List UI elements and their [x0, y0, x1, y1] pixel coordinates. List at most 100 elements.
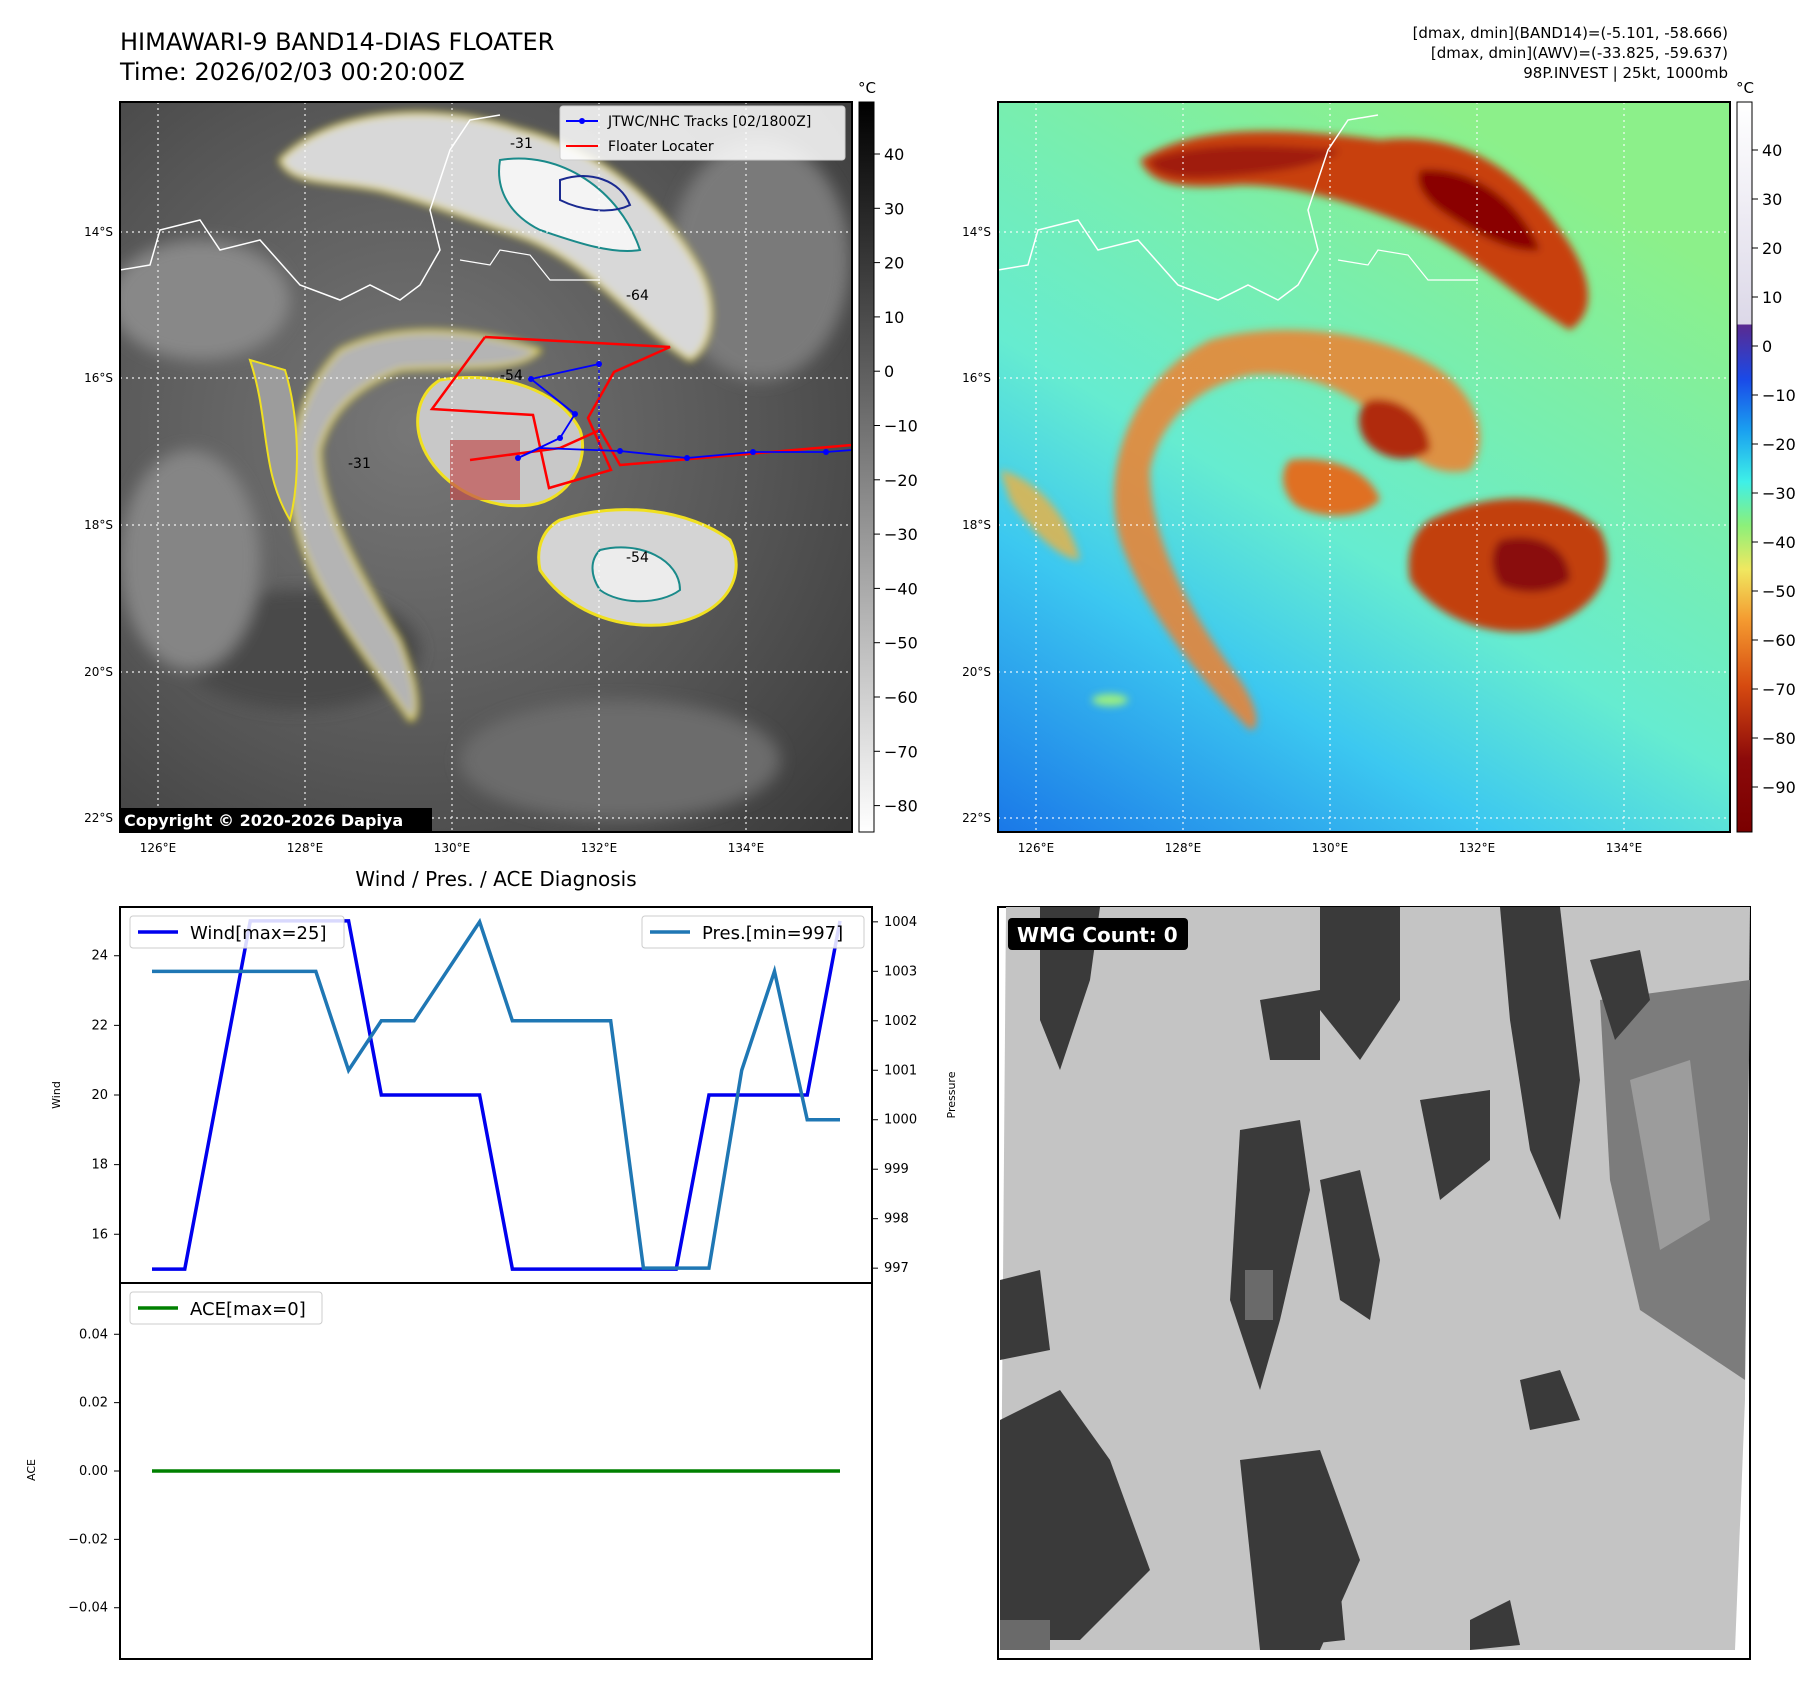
lat-label: 22°S [84, 811, 113, 825]
pressure-tick-label: 1003 [884, 964, 917, 979]
ir-colorbar-tick-label: −70 [884, 742, 918, 761]
legend-floater-label: Floater Locater [608, 139, 714, 155]
lat-label: 20°S [84, 665, 113, 679]
figure-time: Time: 2026/02/03 00:20:00Z [119, 58, 465, 86]
pressure-tick-label: 997 [884, 1261, 909, 1276]
pressure-legend: Pres.[min=997] [641, 915, 865, 949]
pressure-series-line [152, 917, 840, 1270]
awv-colorbar-tick-label: 40 [1762, 141, 1782, 160]
ir-map-frame [119, 101, 853, 833]
awv-map: 126°E 128°E 130°E 132°E 134°E 14°S 16°S … [962, 79, 1796, 855]
wind-legend-label: Wind[max=25] [190, 923, 327, 944]
copyright-box [120, 808, 432, 832]
ir-colorbar-tick-label: −80 [884, 797, 918, 816]
awv-colorbar-tick-label: 10 [1762, 288, 1782, 307]
ir-colorbar-tick-label: −40 [884, 579, 918, 598]
pressure-tick-label: 1004 [884, 915, 917, 930]
awv-stats: [dmax, dmin](AWV)=(-33.825, -59.637) [1431, 44, 1728, 62]
ace-tick-label: −0.04 [68, 1601, 108, 1616]
wmg-count-label: WMG Count: 0 [1017, 923, 1178, 947]
awv-colorbar-tick-label: −80 [1762, 729, 1796, 748]
contour-label: -31 [348, 456, 371, 472]
awv-colorbar-tick-label: −30 [1762, 484, 1796, 503]
ir-colorbar [858, 101, 875, 833]
wmg-image [1000, 907, 1750, 1650]
contour-label: -54 [626, 550, 649, 566]
ir-lat-labels: 14°S 16°S 18°S 20°S 22°S [84, 225, 113, 825]
ir-lon-labels: 126°E 128°E 130°E 132°E 134°E [140, 841, 765, 855]
pressure-tick-label: 1000 [884, 1113, 917, 1128]
contour-label: -54 [500, 368, 523, 384]
ace-tick-label: 0.04 [79, 1327, 108, 1342]
ir-cloud-texture [120, 140, 850, 820]
diagnosis-title: Wind / Pres. / ACE Diagnosis [355, 867, 636, 891]
wind-pressure-chart: Wind Pressure 16 18 20 22 24 997 998 999 1000 10… [50, 906, 958, 1284]
ir-colorbar-tick-label: 20 [884, 254, 904, 273]
contour-label: -64 [626, 288, 649, 304]
lat-label: 14°S [962, 225, 991, 239]
ace-legend: ACE[max=0] [129, 1291, 323, 1325]
ir-cloud-bands [248, 111, 738, 722]
awv-colorbar-tick-label: −50 [1762, 582, 1796, 601]
ace-legend-label: ACE[max=0] [190, 1299, 306, 1320]
ace-tick-label: 0.02 [79, 1396, 108, 1411]
awv-lon-labels: 126°E 128°E 130°E 132°E 134°E [1018, 841, 1643, 855]
lat-label: 16°S [84, 371, 113, 385]
lat-label: 18°S [84, 518, 113, 532]
pressure-legend-label: Pres.[min=997] [702, 923, 843, 944]
contour-label: -31 [510, 136, 533, 152]
lon-label: 130°E [434, 841, 471, 855]
lat-label: 22°S [962, 811, 991, 825]
ir-colorbar-tick-label: −60 [884, 688, 918, 707]
awv-colorbar [1736, 101, 1753, 833]
ir-colorbar-tick-label: 40 [884, 145, 904, 164]
wind-tick-label: 24 [91, 949, 108, 964]
ace-tick-label: −0.02 [68, 1532, 108, 1547]
awv-colorbar-tick-label: −70 [1762, 680, 1796, 699]
wind-tick-label: 16 [91, 1227, 108, 1242]
awv-colorbar-ticks: 40 30 20 10 0 −10 −20 −30 −40 −50 −60 −70 −80 −90 [1752, 141, 1796, 797]
awv-colorbar-tick-label: −20 [1762, 435, 1796, 454]
pressure-tick-label: 999 [884, 1162, 909, 1177]
lon-label: 128°E [287, 841, 324, 855]
pressure-tick-label: 1002 [884, 1014, 917, 1029]
legend-tracks-label: JTWC/NHC Tracks [02/1800Z] [607, 114, 811, 130]
awv-colorbar-tick-label: 30 [1762, 190, 1782, 209]
ir-coastline-2 [459, 249, 600, 281]
ir-colorbar-tick-label: −30 [884, 525, 918, 544]
lat-label: 14°S [84, 225, 113, 239]
lon-label: 132°E [1459, 841, 1496, 855]
jtwc-track [515, 361, 852, 461]
wmg-panel: WMG Count: 0 [997, 906, 1751, 1660]
ace-chart: ACE 0.04 0.02 0.00 −0.02 −0.04 ACE[max=0] [25, 1282, 873, 1660]
awv-gridlines [998, 102, 1730, 832]
lon-label: 130°E [1312, 841, 1349, 855]
storm-info: 98P.INVEST | 25kt, 1000mb [1523, 64, 1728, 82]
lat-label: 20°S [962, 665, 991, 679]
wind-tick-label: 22 [91, 1018, 108, 1033]
awv-moisture-bands [1000, 131, 1608, 730]
lon-label: 134°E [1606, 841, 1643, 855]
ir-legend: JTWC/NHC Tracks [02/1800Z] Floater Locat… [559, 105, 846, 161]
pressure-axis-ticks: 997 998 999 1000 1001 1002 1003 1004 [872, 915, 917, 1276]
awv-colorbar-tick-label: −40 [1762, 533, 1796, 552]
pressure-tick-label: 998 [884, 1212, 909, 1227]
awv-colorbar-tick-label: 20 [1762, 239, 1782, 258]
ir-colorbar-unit: °C [858, 79, 876, 97]
ace-axis-ticks: 0.04 0.02 0.00 −0.02 −0.04 [68, 1327, 120, 1616]
awv-colorbar-tick-label: −10 [1762, 386, 1796, 405]
lon-label: 126°E [1018, 841, 1055, 855]
ir-colorbar-tick-label: −50 [884, 634, 918, 653]
lon-label: 128°E [1165, 841, 1202, 855]
awv-coastline-2 [1337, 249, 1478, 281]
band14-stats: [dmax, dmin](BAND14)=(-5.101, -58.666) [1413, 24, 1728, 42]
lon-label: 126°E [140, 841, 177, 855]
wind-axis-ticks: 16 18 20 22 24 [91, 949, 120, 1242]
ace-tick-label: 0.00 [79, 1464, 108, 1479]
awv-lat-labels: 14°S 16°S 18°S 20°S 22°S [962, 225, 991, 825]
lon-label: 132°E [581, 841, 618, 855]
figure-title: HIMAWARI-9 BAND14-DIAS FLOATER [120, 28, 554, 56]
ace-axis-label: ACE [25, 1459, 38, 1481]
copyright: Copyright © 2020-2026 Dapiya [124, 811, 403, 830]
pressure-axis-label: Pressure [945, 1071, 958, 1118]
